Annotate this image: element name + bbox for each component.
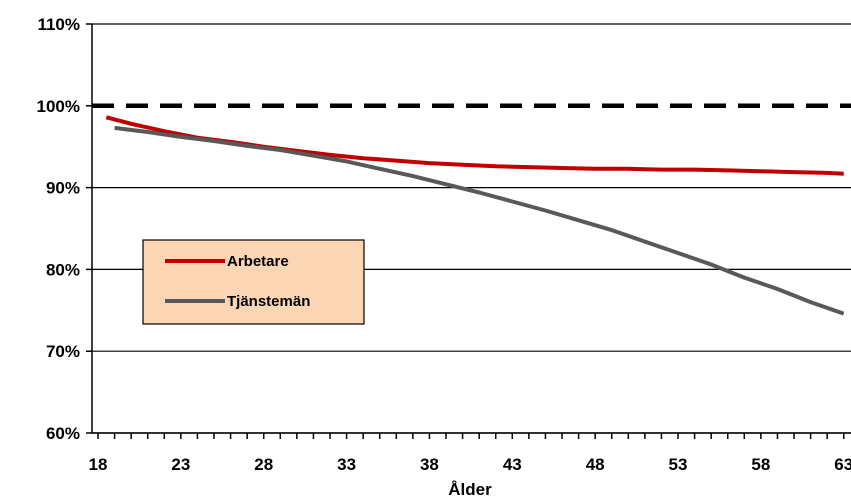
gridlines [92,23,851,434]
x-tick-label-48: 48 [586,455,605,474]
x-tick-label-33: 33 [337,455,356,474]
x-axis-title: Ålder [448,480,492,499]
x-tick-label-18: 18 [89,455,108,474]
x-tick-label-58: 58 [751,455,770,474]
legend-label-arbetare: Arbetare [227,253,289,270]
legend-box [142,239,365,325]
x-tick-label-28: 28 [254,455,273,474]
x-tick-label-23: 23 [171,455,190,474]
x-tick-label-38: 38 [420,455,439,474]
legend-label-tjanstemen: Tjänstemän [227,293,310,310]
series-line-tjanstemen [114,125,845,316]
y-tick-label-70: 70% [46,342,80,361]
x-tick-label-63: 63 [834,455,851,474]
y-tick-label-90: 90% [46,179,80,198]
y-tick-label-60: 60% [46,424,80,443]
y-tick-label-80: 80% [46,260,80,279]
legend: Arbetare Tjänstemän [142,239,365,325]
y-tick-labels: 60% 70% 80% 90% 100% 110% [37,15,80,443]
y-tick-label-110: 110% [37,15,80,34]
x-tick-label-43: 43 [503,455,522,474]
axes [86,23,851,439]
x-tick-labels: 18 23 28 33 38 43 48 53 58 63 [89,455,851,474]
x-tick-label-53: 53 [669,455,688,474]
y-tick-label-100: 100% [37,97,80,116]
series-lines [105,115,845,316]
series-line-arbetare [105,115,844,176]
